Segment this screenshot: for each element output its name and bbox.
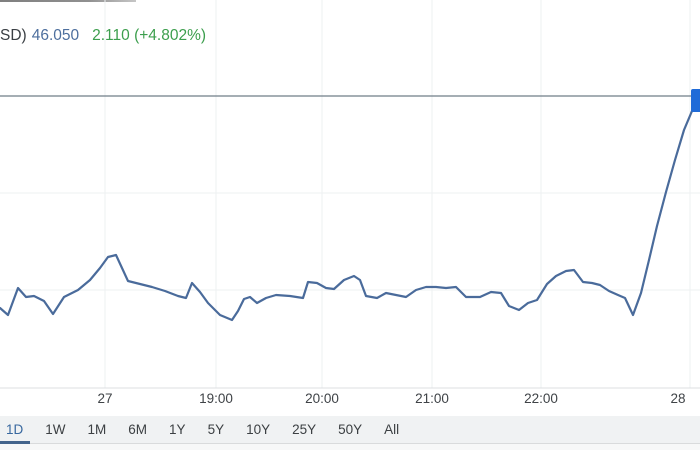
range-tab-6m[interactable]: 6M: [126, 416, 149, 443]
range-tab-1d[interactable]: 1D: [0, 416, 31, 444]
range-tab-1y[interactable]: 1Y: [167, 416, 188, 443]
range-tab-50y[interactable]: 50Y: [336, 416, 364, 443]
range-tab-bar: 1D 1W 1M 6M 1Y 5Y 10Y 25Y 50Y All: [0, 416, 700, 444]
price-chart: [0, 0, 700, 389]
cropped-element-edge: [0, 0, 136, 2]
x-tick-label: 28: [670, 391, 686, 406]
range-tab-1w[interactable]: 1W: [43, 416, 67, 443]
bottom-strip: [0, 444, 700, 450]
range-tab-10y[interactable]: 10Y: [244, 416, 272, 443]
price-change: 2.110 (+4.802%): [92, 27, 207, 44]
range-tab-all[interactable]: All: [382, 416, 401, 443]
x-tick-label: 27: [97, 391, 113, 406]
symbol-fragment: SD): [0, 27, 27, 44]
x-axis-labels: 27 19:00 20:00 21:00 22:00 28: [0, 391, 700, 408]
current-price-marker: [691, 89, 700, 112]
x-tick-label: 20:00: [305, 391, 339, 406]
x-tick-label: 22:00: [524, 391, 558, 406]
x-tick-label: 19:00: [199, 391, 233, 406]
range-tab-1m[interactable]: 1M: [86, 416, 109, 443]
price-chart-svg: [0, 0, 700, 389]
x-tick-label: 21:00: [415, 391, 449, 406]
current-price: 46.050: [31, 27, 80, 44]
price-series-line: [0, 98, 700, 322]
ticker-header: SD) 46.050 2.110 (+4.802%): [0, 26, 206, 46]
range-tab-25y[interactable]: 25Y: [290, 416, 318, 443]
range-tab-5y[interactable]: 5Y: [206, 416, 227, 443]
